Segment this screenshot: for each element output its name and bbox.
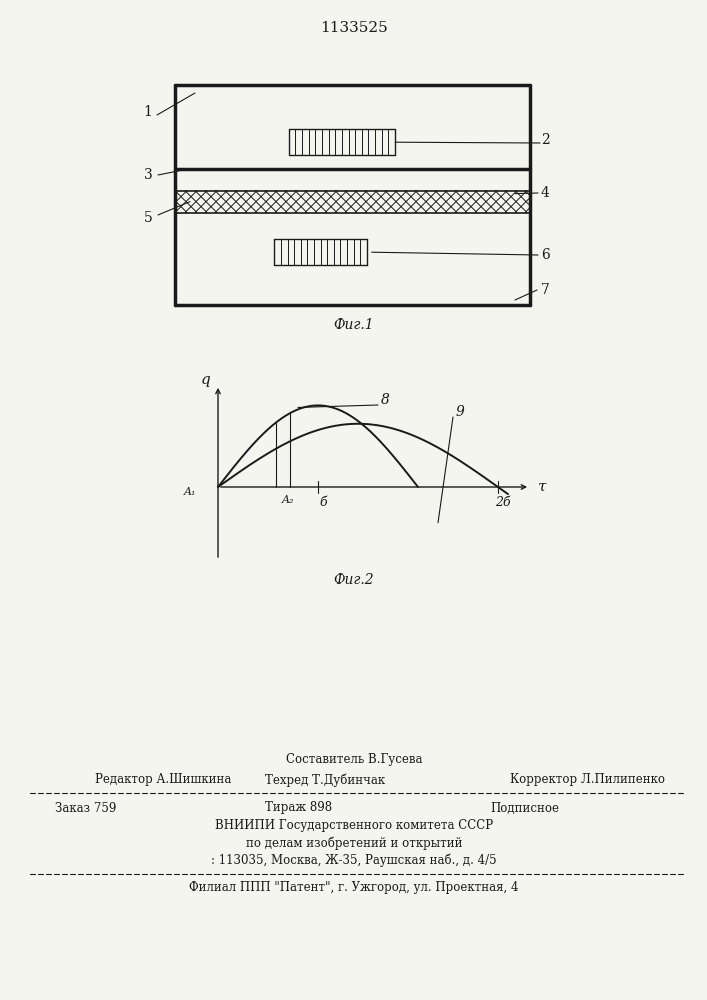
Text: Заказ 759: Заказ 759 [55, 802, 117, 814]
Text: Фиг.2: Фиг.2 [334, 573, 374, 587]
Text: τ: τ [538, 480, 547, 494]
Text: 8: 8 [380, 393, 390, 407]
Text: Филиал ППП "Патент", г. Ужгород, ул. Проектная, 4: Филиал ППП "Патент", г. Ужгород, ул. Про… [189, 882, 519, 894]
Text: 2: 2 [541, 133, 549, 147]
Text: ВНИИПИ Государственного комитета СССР: ВНИИПИ Государственного комитета СССР [215, 820, 493, 832]
Text: Редактор А.Шишкина: Редактор А.Шишкина [95, 774, 231, 786]
Text: : 113035, Москва, Ж-35, Раушская наб., д. 4/5: : 113035, Москва, Ж-35, Раушская наб., д… [211, 853, 497, 867]
Text: по делам изобретений и открытий: по делам изобретений и открытий [246, 836, 462, 850]
Text: 3: 3 [144, 168, 153, 182]
Text: 7: 7 [541, 283, 549, 297]
Text: Корректор Л.Пилипенко: Корректор Л.Пилипенко [510, 774, 665, 786]
Text: 4: 4 [541, 186, 549, 200]
Text: 1133525: 1133525 [320, 21, 388, 35]
Text: 5: 5 [144, 211, 153, 225]
Text: 1: 1 [144, 105, 153, 119]
Text: 6: 6 [541, 248, 549, 262]
Text: A₁: A₁ [184, 487, 197, 497]
Text: 9: 9 [455, 405, 464, 419]
Text: Составитель В.Гусева: Составитель В.Гусева [286, 754, 422, 766]
Text: Тираж 898: Тираж 898 [265, 802, 332, 814]
Text: 2б: 2б [495, 495, 511, 508]
Text: A₂: A₂ [282, 495, 294, 505]
Text: q: q [201, 373, 211, 387]
Text: б: б [319, 495, 327, 508]
Text: Фиг.1: Фиг.1 [334, 318, 374, 332]
Text: Техред Т.Дубинчак: Техред Т.Дубинчак [265, 773, 385, 787]
Text: Подписное: Подписное [490, 802, 559, 814]
